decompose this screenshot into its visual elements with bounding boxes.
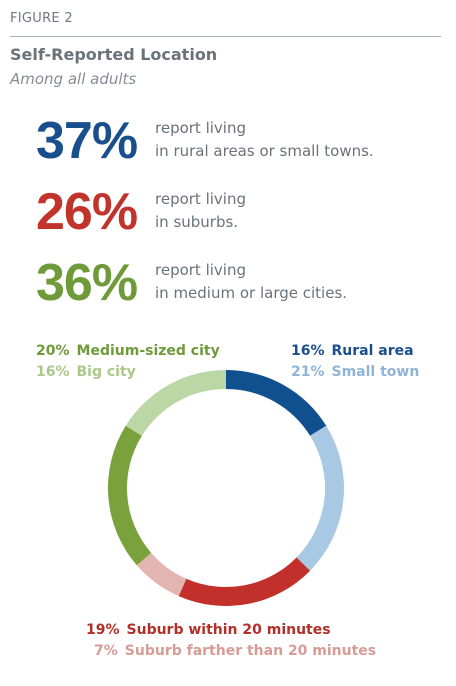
stat-cities: 36% report living in medium or large cit…	[36, 255, 436, 311]
slice-big-city	[125, 370, 226, 436]
chart-title: Self-Reported Location	[10, 45, 218, 64]
legend-percent: 19%	[86, 622, 120, 638]
stat-value: 37%	[36, 112, 138, 170]
legend-rural-area: 16% Rural area	[291, 343, 414, 359]
stat-description: report living in medium or large cities.	[155, 259, 347, 305]
stat-value: 36%	[36, 254, 138, 312]
slice-suburb-farther-than-20-minutes	[136, 552, 187, 597]
donut-chart: 16% Rural area 21% Small town 20% Medium-si…	[36, 343, 419, 659]
slice-rural-area	[226, 370, 327, 436]
legend-label: Medium-sized city	[77, 343, 220, 359]
donut-slices	[108, 370, 345, 606]
stat-suburbs: 26% report living in suburbs.	[36, 184, 436, 240]
legend-label: Small town	[332, 364, 420, 380]
legend-percent: 20%	[36, 343, 70, 359]
chart-subtitle: Among all adults	[10, 70, 137, 88]
stat-line2: in suburbs.	[155, 213, 239, 231]
figure-label: FIGURE 2	[10, 11, 73, 26]
stat-description: report living in suburbs.	[155, 188, 246, 234]
legend-medium-sized-city: 20% Medium-sized city	[36, 343, 220, 359]
legend-suburb-farther-20: 7% Suburb farther than 20 minutes	[94, 643, 376, 659]
legend-label: Big city	[77, 364, 136, 380]
stat-line1: report living	[155, 261, 246, 279]
stat-line2: in medium or large cities.	[155, 284, 348, 302]
legend-small-town: 21% Small town	[291, 364, 419, 380]
slice-suburb-within-20-minutes	[178, 557, 311, 606]
legend-percent: 16%	[291, 343, 325, 359]
legend-big-city: 16% Big city	[36, 364, 136, 380]
legend-percent: 7%	[94, 643, 118, 659]
legend-suburb-within-20: 19% Suburb within 20 minutes	[86, 622, 331, 638]
stat-value: 26%	[36, 183, 138, 241]
slice-medium-sized-city	[108, 425, 152, 566]
legend-label: Rural area	[332, 343, 414, 359]
stat-description: report living in rural areas or small to…	[155, 117, 374, 163]
stat-line1: report living	[155, 190, 246, 208]
stat-line1: report living	[155, 119, 246, 137]
divider	[10, 36, 441, 37]
legend-percent: 16%	[36, 364, 70, 380]
chart-legend: 16% Rural area 21% Small town 20% Medium-si…	[36, 343, 419, 659]
stat-line2: in rural areas or small towns.	[155, 142, 374, 160]
legend-percent: 21%	[291, 364, 325, 380]
stat-rural: 37% report living in rural areas or smal…	[36, 113, 436, 169]
legend-label: Suburb within 20 minutes	[127, 622, 331, 638]
slice-small-town	[296, 425, 345, 571]
legend-label: Suburb farther than 20 minutes	[125, 643, 376, 659]
